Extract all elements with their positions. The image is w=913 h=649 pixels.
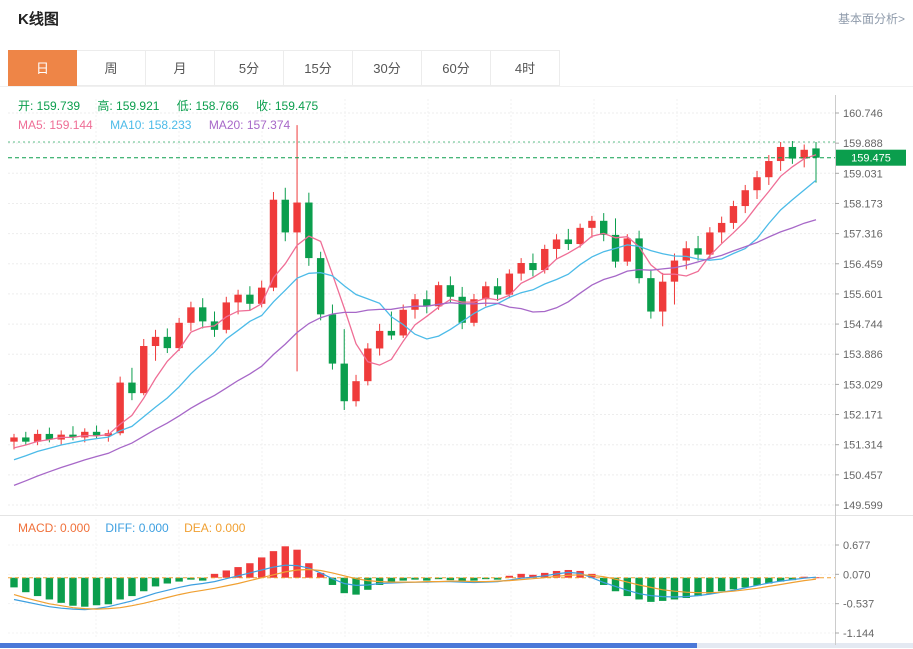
- macd-lines-layer: [13, 564, 817, 611]
- ma10-value: MA10: 158.233: [110, 118, 192, 132]
- dea-value: DEA: 0.000: [184, 521, 246, 535]
- price-axis: 160.746 159.888 159.031 158.173 157.316 156.4…: [835, 95, 883, 515]
- macd-axis: 0.677 0.070 -0.537 -1.144: [835, 515, 874, 645]
- macd-value: MACD: 0.000: [18, 521, 91, 535]
- horizontal-scrollbar-thumb[interactable]: [0, 643, 697, 648]
- ma5-value: MA5: 159.144: [18, 118, 93, 132]
- tab-4hour[interactable]: 4时: [491, 50, 560, 86]
- y-axis-tick-label: 149.599: [843, 500, 883, 512]
- y-axis-tick-label: 154.744: [843, 319, 883, 331]
- grid-layer: [8, 99, 835, 511]
- y-axis-tick-label: 160.746: [843, 108, 883, 120]
- ohlc-legend: 开: 159.739 高: 159.921 低: 158.766 收: 159.…: [18, 97, 332, 114]
- y-axis-tick-label: 151.314: [843, 440, 883, 452]
- fundamental-analysis-link[interactable]: 基本面分析>: [837, 12, 905, 26]
- macd-axis-tick-label: 0.677: [843, 540, 871, 552]
- y-axis-tick-label: 158.173: [843, 198, 883, 210]
- ma-legend: MA5: 159.144 MA10: 158.233 MA20: 157.374: [18, 118, 304, 132]
- tab-15min[interactable]: 15分: [284, 50, 353, 86]
- ma-lines-layer: [13, 154, 817, 487]
- page-title: K线图: [18, 11, 59, 28]
- y-axis-tick-label: 153.886: [843, 349, 883, 361]
- y-axis-tick-label: 157.316: [843, 229, 883, 241]
- ohlc-low: 低: 158.766: [176, 99, 239, 113]
- tab-month[interactable]: 月: [146, 50, 215, 86]
- ohlc-close: 收: 159.475: [256, 99, 319, 113]
- current-price-label: 159.475: [851, 153, 891, 165]
- macd-axis-tick-label: -1.144: [843, 628, 874, 640]
- ma20-value: MA20: 157.374: [208, 118, 291, 132]
- current-price-marker: 159.475: [8, 149, 906, 166]
- tab-30min[interactable]: 30分: [353, 50, 422, 86]
- y-axis-tick-label: 159.888: [843, 138, 883, 150]
- tabbar-underline: [0, 86, 913, 87]
- ohlc-open: 开: 159.739: [18, 99, 81, 113]
- macd-axis-tick-label: 0.070: [843, 569, 871, 581]
- tab-week[interactable]: 周: [77, 50, 146, 86]
- y-axis-tick-label: 150.457: [843, 470, 883, 482]
- candlestick-chart[interactable]: 160.746 159.888 159.031 158.173 157.316 156.4…: [0, 95, 913, 515]
- y-axis-tick-label: 153.029: [843, 379, 883, 391]
- candles-layer: [10, 125, 820, 450]
- y-axis-tick-label: 159.031: [843, 168, 883, 180]
- macd-grid-layer: [8, 519, 835, 639]
- diff-value: DIFF: 0.000: [105, 521, 169, 535]
- macd-chart[interactable]: 0.677 0.070 -0.537 -1.144: [0, 515, 913, 645]
- macd-axis-tick-label: -0.537: [843, 599, 874, 611]
- macd-histogram-layer: [10, 546, 820, 607]
- y-axis-tick-label: 152.171: [843, 410, 883, 422]
- y-axis-tick-label: 156.459: [843, 259, 883, 271]
- tab-60min[interactable]: 60分: [422, 50, 491, 86]
- ohlc-high: 高: 159.921: [97, 99, 160, 113]
- y-axis-tick-label: 155.601: [843, 289, 883, 301]
- tab-day[interactable]: 日: [8, 50, 77, 86]
- timeframe-tabs: 日 周 月 5分 15分 30分 60分 4时: [8, 50, 560, 86]
- macd-legend: MACD: 0.000 DIFF: 0.000 DEA: 0.000: [18, 521, 257, 535]
- tab-5min[interactable]: 5分: [215, 50, 284, 86]
- horizontal-scrollbar-track[interactable]: [0, 643, 913, 648]
